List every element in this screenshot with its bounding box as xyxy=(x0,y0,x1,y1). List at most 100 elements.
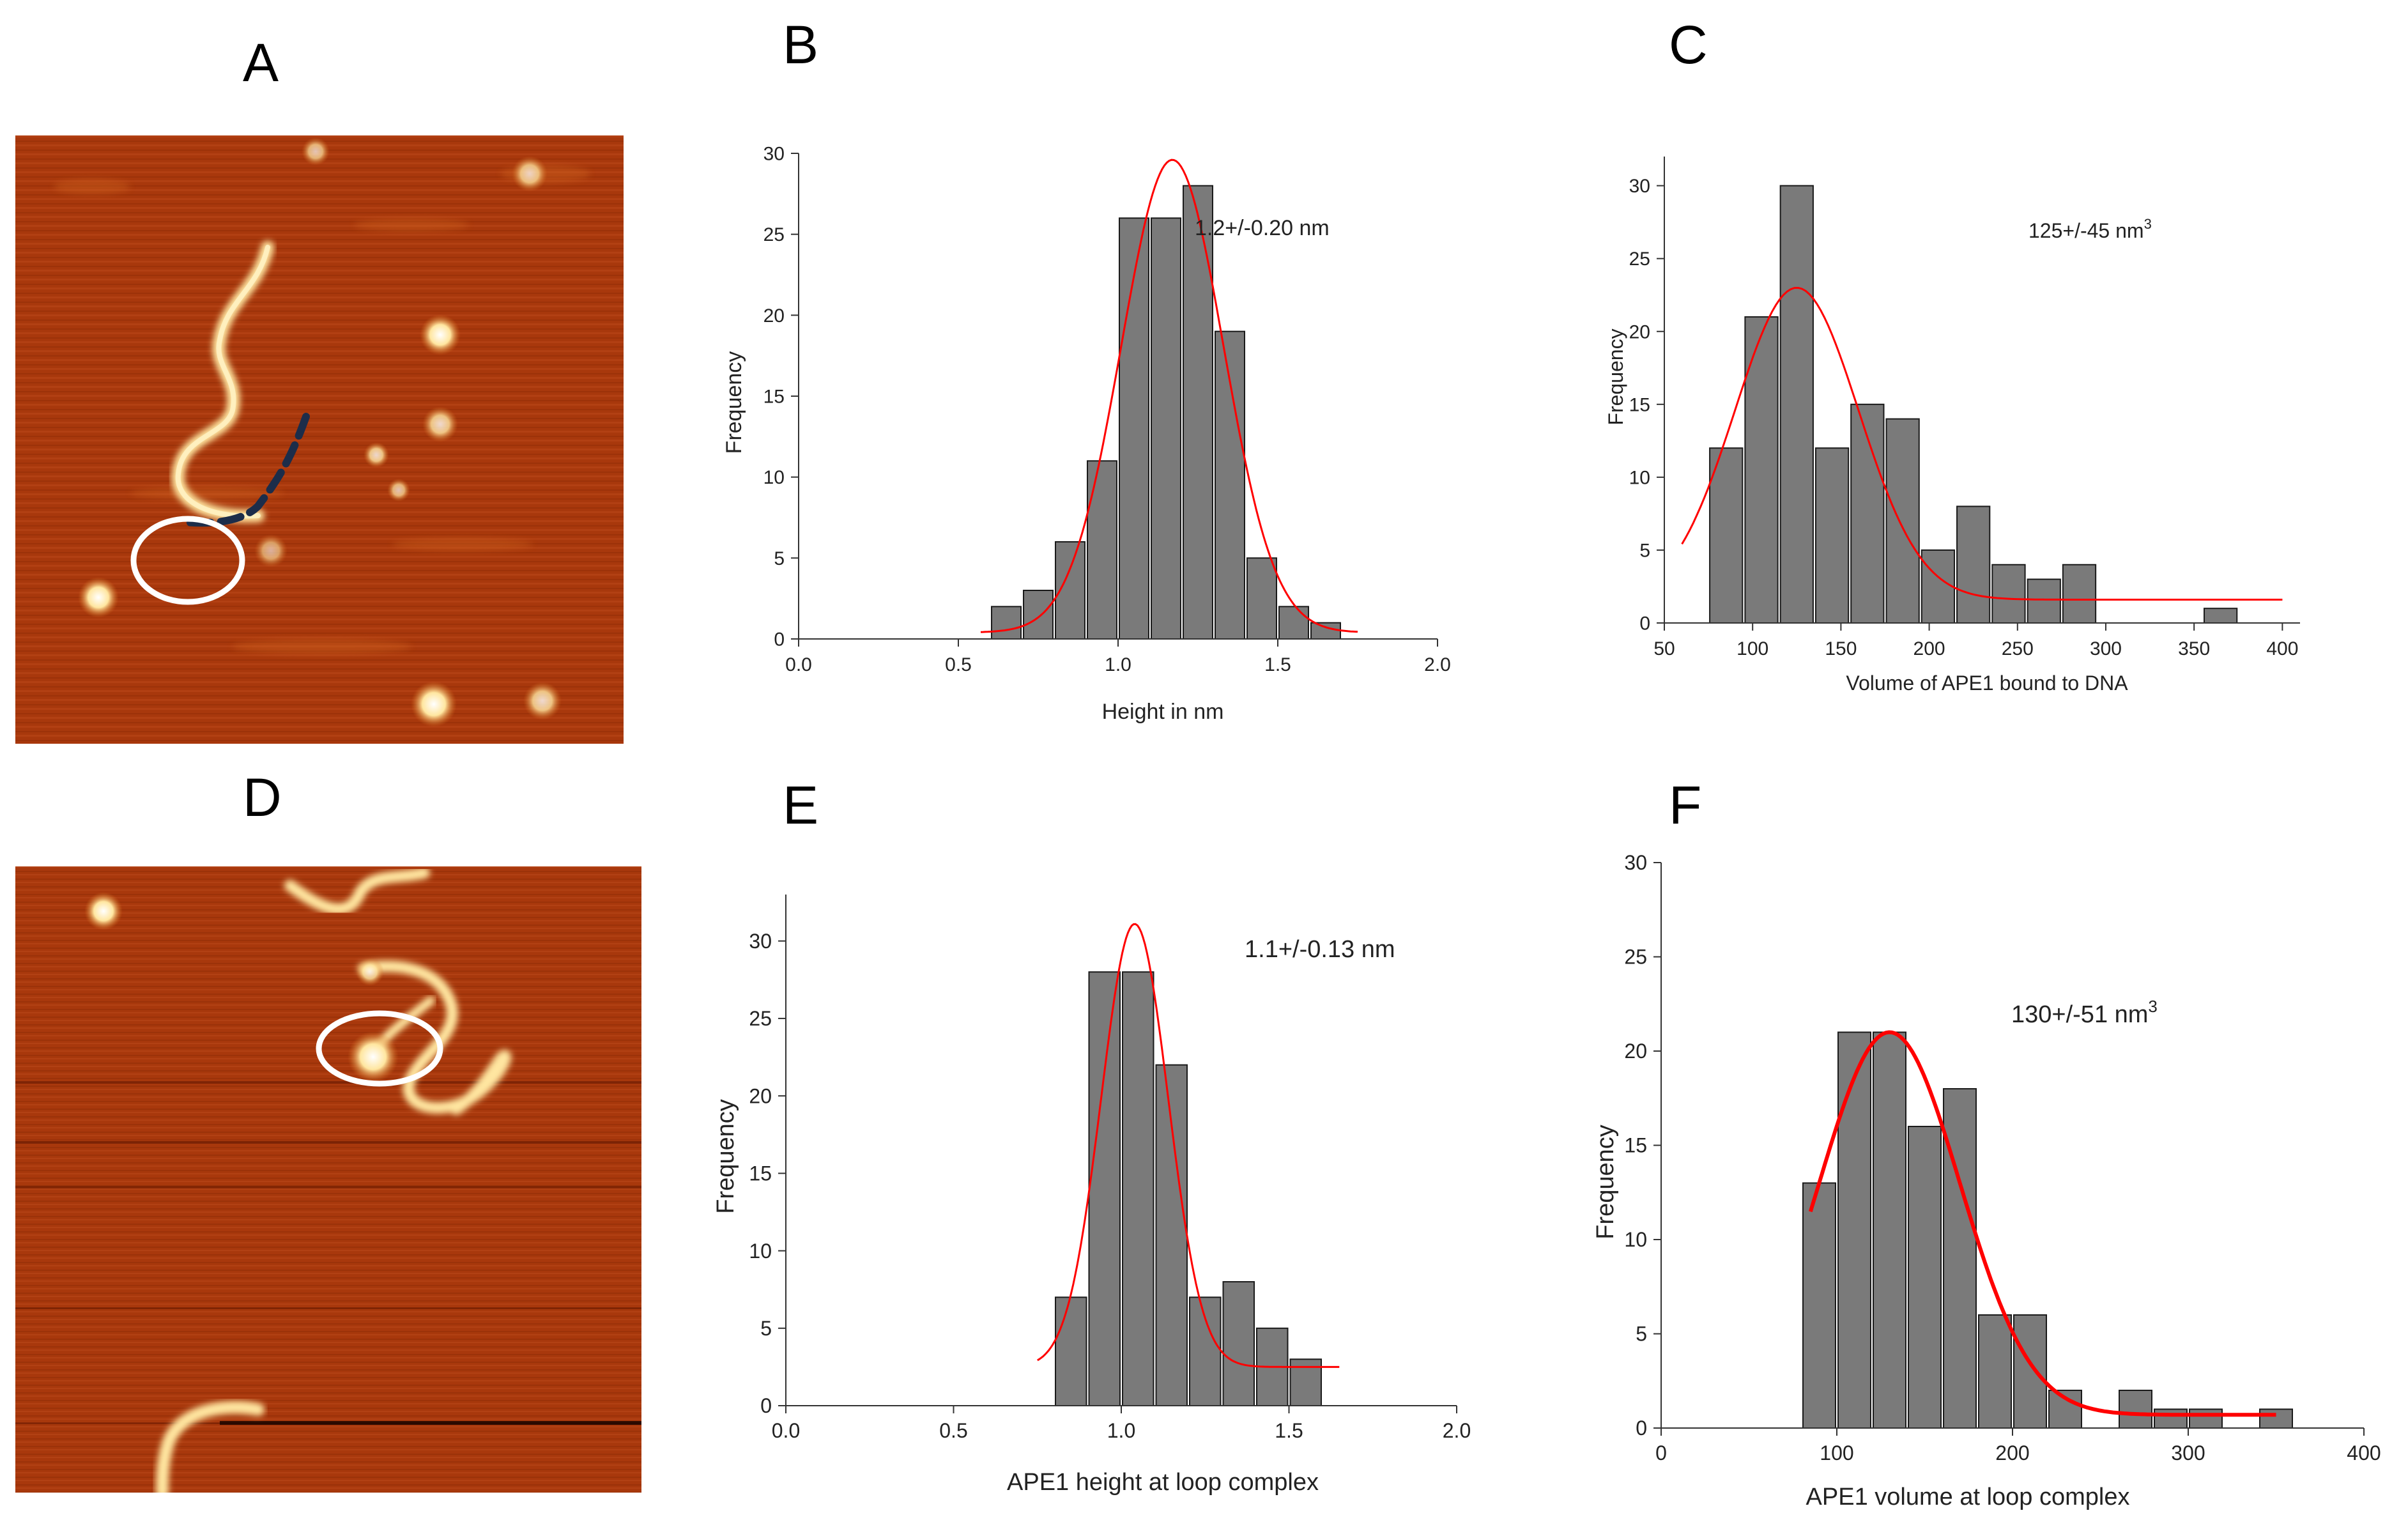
histogram-c-bar-8 xyxy=(1991,564,2026,624)
histogram-c-annotation-sup: 3 xyxy=(2144,216,2152,232)
histogram-e-bar-0 xyxy=(1055,1296,1087,1407)
histogram-b-x-tick-label: 1.5 xyxy=(1264,654,1291,675)
histogram-e-bar-5 xyxy=(1222,1281,1255,1406)
histogram-c-bar-0 xyxy=(1709,447,1744,624)
histogram-e-y-tick-label: 5 xyxy=(760,1317,772,1340)
histogram-b-bars xyxy=(991,185,1341,640)
histogram-f-x-tick-label: 200 xyxy=(1995,1441,2029,1464)
histogram-f-y-tick-label: 25 xyxy=(1624,946,1647,969)
histogram-b-bar-9 xyxy=(1278,606,1309,640)
histogram-b-y-tick-label: 5 xyxy=(774,548,785,569)
histogram-c-x-tick-label: 300 xyxy=(2090,638,2122,659)
histogram-c-ylabel: Frequency xyxy=(1604,328,1627,425)
histogram-e-bars xyxy=(1055,971,1322,1407)
histogram-c-x-tick-label: 350 xyxy=(2178,638,2210,659)
histogram-b-y-tick-label: 25 xyxy=(763,224,785,245)
histogram-f-y-tick-label: 5 xyxy=(1636,1323,1647,1346)
histogram-e: 0.0 0.5 1.0 1.5 2.0 0 5 10 15 20 25 30 1.1+/-0.13 n… xyxy=(712,895,1471,1496)
histogram-c-x-tick-label: 400 xyxy=(2266,638,2298,659)
histogram-e-xlabel: APE1 height at loop complex xyxy=(1007,1469,1319,1496)
histogram-f-bar-9 xyxy=(2154,1408,2188,1429)
histogram-c-y-tick-label: 5 xyxy=(1639,540,1650,561)
histogram-b-bar-0 xyxy=(991,606,1022,640)
histogram-f-bar-3 xyxy=(1908,1126,1942,1429)
histogram-b-xlabel: Height in nm xyxy=(1102,700,1224,724)
panel-label-a: A xyxy=(243,33,279,93)
histogram-b-y-tick-label: 30 xyxy=(763,144,785,165)
histogram-e-y-tick-label: 30 xyxy=(749,930,772,953)
histogram-c-bar-9 xyxy=(2027,578,2061,624)
panel-label-b: B xyxy=(783,15,819,75)
histogram-c-xlabel: Volume of APE1 bound to DNA xyxy=(1846,672,2128,695)
panel-label-f: F xyxy=(1669,775,1702,835)
histogram-c: 50 100 150 200 250 300 350 400 0 5 10 15 20 25 30 125+… xyxy=(1604,157,2300,695)
histogram-f-bar-1 xyxy=(1837,1031,1871,1429)
histogram-c-bar-10 xyxy=(2062,564,2097,624)
histogram-b-ylabel: Frequency xyxy=(722,351,746,454)
histogram-b-bar-3 xyxy=(1087,460,1117,640)
histogram-b-bar-6 xyxy=(1183,185,1213,640)
histogram-c-bar-11 xyxy=(2203,608,2238,624)
histogram-f-annotation-text: 130+/-51 nm xyxy=(2011,1001,2148,1028)
histogram-f-x-tick-label: 300 xyxy=(2171,1441,2205,1464)
histogram-b-axes: 0.0 0.5 1.0 1.5 2.0 0 5 10 15 20 25 30 xyxy=(763,144,1451,676)
histogram-b-fit-curve xyxy=(980,158,1358,633)
histogram-b-bar-10 xyxy=(1310,622,1341,640)
histogram-c-x-tick-label: 200 xyxy=(1913,638,1945,659)
histogram-c-bar-4 xyxy=(1850,403,1885,624)
histogram-f-bar-6 xyxy=(2013,1314,2047,1429)
histogram-c-x-tick-label: 100 xyxy=(1737,638,1768,659)
histogram-f-axes: 0 100 200 300 400 0 5 10 15 20 25 30 xyxy=(1624,851,2381,1464)
histogram-c-fit-curve xyxy=(1681,286,2283,601)
histogram-e-bar-2 xyxy=(1122,971,1154,1407)
histogram-b-x-tick-label: 0.5 xyxy=(945,654,972,675)
histogram-c-y-tick-label: 30 xyxy=(1629,176,1650,197)
histogram-c-bar-5 xyxy=(1885,418,1920,624)
histogram-c-y-tick-label: 15 xyxy=(1629,394,1650,415)
histogram-e-x-tick-label: 0.5 xyxy=(939,1419,967,1442)
histogram-c-bar-7 xyxy=(1956,505,1991,624)
histogram-c-bars xyxy=(1709,185,2238,624)
histogram-b: 0.0 0.5 1.0 1.5 2.0 0 5 10 15 20 25 30 1.2+/-0.20 n… xyxy=(722,144,1451,725)
histogram-f-bar-11 xyxy=(2259,1408,2293,1429)
histogram-e-fit-curve xyxy=(1037,923,1340,1368)
histogram-c-x-tick-label: 150 xyxy=(1825,638,1857,659)
histogram-c-y-tick-label: 10 xyxy=(1629,467,1650,488)
histogram-c-x-tick-label: 250 xyxy=(2002,638,2034,659)
histogram-f-bar-0 xyxy=(1802,1182,1836,1429)
histogram-e-x-tick-label: 2.0 xyxy=(1443,1419,1471,1442)
marker-ring-a xyxy=(130,516,245,605)
panel-label-e: E xyxy=(783,775,819,835)
histogram-f-fit-curve xyxy=(1808,1030,2276,1417)
histogram-b-x-tick-label: 2.0 xyxy=(1424,654,1451,675)
histogram-f-bar-10 xyxy=(2189,1408,2223,1429)
histogram-c-axes: 50 100 150 200 250 300 350 400 0 5 10 15 20 25 30 xyxy=(1629,157,2300,659)
histogram-f: 0 100 200 300 400 0 5 10 15 20 25 30 130+/-51 nm3 A… xyxy=(1592,851,2381,1510)
histogram-f-annotation-sup: 3 xyxy=(2148,997,2157,1016)
histogram-f-bar-5 xyxy=(1978,1314,2012,1429)
histogram-e-y-tick-label: 10 xyxy=(749,1240,772,1263)
histogram-f-y-tick-label: 10 xyxy=(1624,1228,1647,1251)
histogram-b-x-tick-label: 1.0 xyxy=(1105,654,1131,675)
histogram-c-bar-1 xyxy=(1744,316,1779,624)
panel-label-c: C xyxy=(1669,15,1708,75)
histogram-e-axes: 0.0 0.5 1.0 1.5 2.0 0 5 10 15 20 25 30 xyxy=(749,895,1471,1442)
histogram-e-y-tick-label: 15 xyxy=(749,1162,772,1185)
histogram-e-x-tick-label: 0.0 xyxy=(772,1419,800,1442)
histogram-e-ylabel: Frequency xyxy=(712,1099,739,1214)
histogram-f-xlabel: APE1 volume at loop complex xyxy=(1806,1484,2130,1510)
histogram-c-y-tick-label: 20 xyxy=(1629,321,1650,342)
histogram-c-y-tick-label: 25 xyxy=(1629,249,1650,270)
histogram-b-bar-4 xyxy=(1119,217,1149,640)
histogram-e-y-tick-label: 20 xyxy=(749,1084,772,1107)
histogram-b-bar-8 xyxy=(1246,557,1277,640)
histogram-f-y-tick-label: 0 xyxy=(1636,1417,1647,1440)
histogram-e-x-tick-label: 1.0 xyxy=(1107,1419,1135,1442)
histogram-f-y-tick-label: 30 xyxy=(1624,851,1647,874)
histogram-b-y-tick-label: 20 xyxy=(763,305,785,327)
histogram-e-bar-1 xyxy=(1088,971,1121,1407)
histogram-c-bar-2 xyxy=(1779,185,1814,624)
panel-label-d: D xyxy=(243,767,282,827)
histogram-c-y-tick-label: 0 xyxy=(1639,613,1650,634)
histogram-e-bar-4 xyxy=(1189,1296,1222,1407)
